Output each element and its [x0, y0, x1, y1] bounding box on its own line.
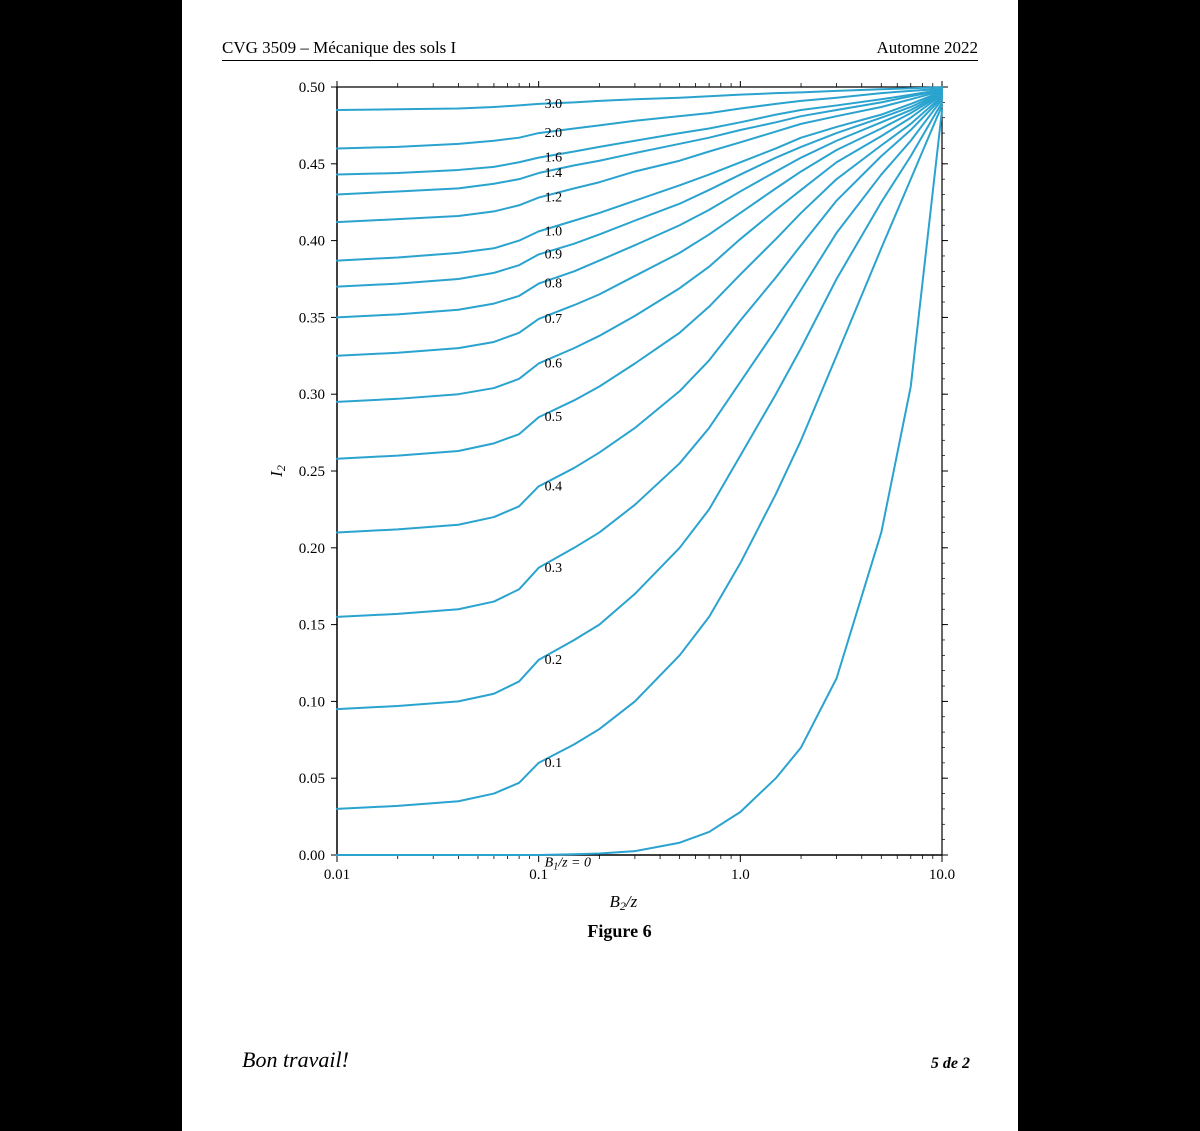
svg-text:10.0: 10.0	[929, 867, 955, 883]
curve-label: 0.8	[545, 277, 563, 292]
curve-label: 0.3	[545, 561, 563, 576]
curve	[337, 91, 942, 222]
svg-text:I2: I2	[267, 465, 288, 478]
chart-area: 0.00 0.05 0.10 0.15 0.20 0.25 0.30 0.35 0.40 0.45…	[262, 75, 962, 955]
course-title: CVG 3509 – Mécanique des sols I	[222, 38, 456, 58]
curve	[337, 99, 942, 617]
curve-label: 0.6	[545, 356, 563, 371]
curve	[337, 90, 942, 175]
curve	[337, 93, 942, 317]
curve-label: 0.7	[545, 312, 563, 327]
svg-text:B2/z: B2/z	[610, 892, 638, 913]
curve	[337, 92, 942, 261]
footer-message: Bon travail!	[242, 1047, 349, 1073]
curve-label: 3.0	[545, 97, 563, 112]
svg-text:0.00: 0.00	[299, 848, 325, 864]
svg-text:0.20: 0.20	[299, 541, 325, 557]
svg-text:0.35: 0.35	[299, 310, 325, 326]
curve-label: 0.1	[545, 756, 563, 771]
curve-label: 1.4	[545, 166, 563, 181]
curve	[337, 98, 942, 533]
curve-label: 1.6	[545, 151, 563, 166]
svg-text:0.10: 0.10	[299, 694, 325, 710]
term-label: Automne 2022	[876, 38, 978, 58]
svg-text:Figure 6: Figure 6	[587, 921, 651, 941]
svg-text:0.15: 0.15	[299, 618, 325, 634]
curve-label: 0.9	[545, 247, 563, 262]
curve	[337, 110, 942, 855]
curve-label: 0.4	[545, 479, 563, 494]
curve-label: B1/z = 0	[545, 856, 591, 873]
svg-text:0.25: 0.25	[299, 464, 325, 480]
svg-text:0.05: 0.05	[299, 771, 325, 787]
svg-text:0.30: 0.30	[299, 387, 325, 403]
curve-label: 0.2	[545, 653, 563, 668]
svg-text:0.40: 0.40	[299, 234, 325, 250]
curve	[337, 94, 942, 356]
document-page: CVG 3509 – Mécanique des sols I Automne …	[182, 0, 1018, 1131]
curve-label: 2.0	[545, 126, 563, 141]
footer-page-number: 5 de 2	[931, 1055, 970, 1073]
svg-text:1.0: 1.0	[731, 867, 750, 883]
svg-text:0.45: 0.45	[299, 157, 325, 173]
viewer-stage: CVG 3509 – Mécanique des sols I Automne …	[0, 0, 1200, 1131]
chart-svg: 0.00 0.05 0.10 0.15 0.20 0.25 0.30 0.35 0.40 0.45…	[262, 75, 962, 955]
svg-text:0.01: 0.01	[324, 867, 350, 883]
curve	[337, 102, 942, 709]
curve-label: 1.0	[545, 224, 563, 239]
svg-text:0.50: 0.50	[299, 80, 325, 96]
curve	[337, 96, 942, 458]
curve-label: 1.2	[545, 191, 563, 206]
curve-label: 0.5	[545, 410, 563, 425]
page-header: CVG 3509 – Mécanique des sols I Automne …	[222, 36, 978, 61]
